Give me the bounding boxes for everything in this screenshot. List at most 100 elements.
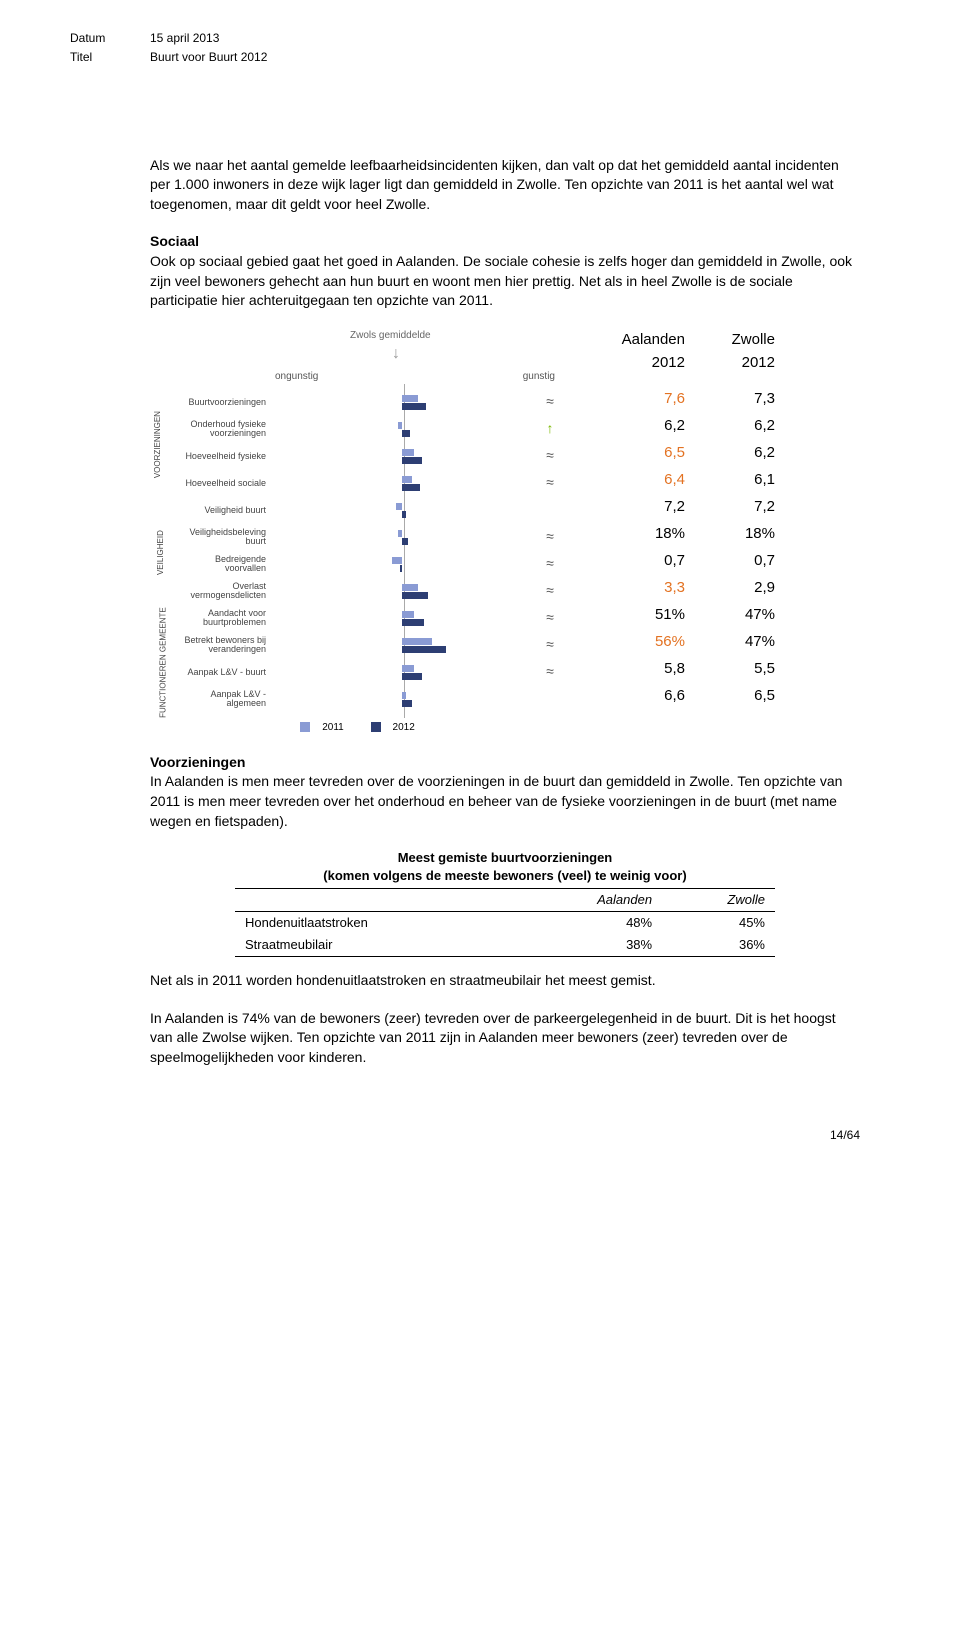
chart-legend: 2011 2012: [150, 721, 565, 735]
value-row: 18%18%: [595, 520, 860, 547]
tbl-v2-1: 36%: [662, 934, 775, 957]
paragraph-1: Als we naar het aantal gemelde leefbaarh…: [150, 156, 860, 215]
val-aalanden: 51%: [595, 604, 685, 625]
chart-right-panel: Aalanden Zwolle 2012 2012 7,67,36,26,26,…: [565, 329, 860, 735]
trend-icon: [535, 497, 565, 524]
val-zwolle: 0,7: [685, 550, 775, 571]
table-row: Hondenuitlaatstroken 48% 45%: [235, 911, 775, 934]
main-content: Als we naar het aantal gemelde leefbaarh…: [150, 156, 860, 1068]
value-row: 6,56,2: [595, 439, 860, 466]
paragraph-5: In Aalanden is 74% van de bewoners (zeer…: [150, 1009, 860, 1068]
datum-value: 15 april 2013: [150, 30, 219, 47]
val-zwolle: 47%: [685, 631, 775, 652]
chart-bar-row: [272, 551, 535, 578]
table-title: Meest gemiste buurtvoorzieningen: [235, 849, 775, 867]
val-zwolle: 5,5: [685, 658, 775, 679]
th-aalanden: Aalanden: [515, 889, 662, 912]
titel-value: Buurt voor Buurt 2012: [150, 49, 267, 66]
trend-icon: ≈: [535, 659, 565, 686]
value-row: 5,85,5: [595, 655, 860, 682]
datum-label: Datum: [70, 30, 150, 47]
val-aalanden: 5,8: [595, 658, 685, 679]
trend-icon: ↑: [535, 416, 565, 443]
chart-row-label: Aanpak L&V - buurt: [172, 659, 272, 686]
heading-sociaal: Sociaal: [150, 232, 860, 252]
page-header: Datum 15 april 2013 Titel Buurt voor Buu…: [70, 30, 860, 66]
cat-func: FUNCTIONEREN GEMEENTE: [158, 607, 169, 718]
arrow-down-icon: ↓: [392, 343, 400, 365]
val-zwolle: 2,9: [685, 577, 775, 598]
value-row: 0,70,7: [595, 547, 860, 574]
chart-row-label: Aanpak L&V - algemeen: [172, 686, 272, 713]
chart-row-label: Bedreigende voorvallen: [172, 551, 272, 578]
val-aalanden: 6,2: [595, 415, 685, 436]
chart-rows: VOORZIENINGEN VEILIGHEID FUNCTIONEREN GE…: [150, 389, 565, 713]
chart-header-left: Zwols gemiddelde ↓ ongunstig gunstig: [150, 329, 565, 389]
tbl-v1-1: 38%: [515, 934, 662, 957]
val-zwolle: 7,2: [685, 496, 775, 517]
category-column: VOORZIENINGEN VEILIGHEID FUNCTIONEREN GE…: [150, 389, 172, 713]
trend-icon: [535, 686, 565, 713]
chart-left-panel: Zwols gemiddelde ↓ ongunstig gunstig VOO…: [150, 329, 565, 735]
ongunstig-label: ongunstig: [275, 370, 318, 384]
page-footer: 14/64: [70, 1127, 860, 1144]
tbl-v1-0: 48%: [515, 911, 662, 934]
val-zwolle: 6,2: [685, 415, 775, 436]
val-aalanden: 56%: [595, 631, 685, 652]
val-aalanden: 3,3: [595, 577, 685, 598]
col-year-2: 2012: [685, 352, 775, 373]
val-zwolle: 18%: [685, 523, 775, 544]
trend-icon: ≈: [535, 605, 565, 632]
table-subtitle: (komen volgens de meeste bewoners (veel)…: [235, 867, 775, 888]
legend-2011: 2011: [322, 721, 344, 735]
chart-bar-row: [272, 659, 535, 686]
label-column: BuurtvoorzieningenOnderhoud fysieke voor…: [172, 389, 272, 713]
th-zwolle: Zwolle: [662, 889, 775, 912]
cat-voorz: VOORZIENINGEN: [152, 411, 163, 478]
value-row: 6,66,5: [595, 682, 860, 709]
chart-bar-row: [272, 443, 535, 470]
chart-row-label: Veiligheidsbeleving buurt: [172, 524, 272, 551]
chart-bar-row: [272, 524, 535, 551]
trend-icon: ≈: [535, 551, 565, 578]
trend-icon: ≈: [535, 443, 565, 470]
col-zwolle: Zwolle: [685, 329, 775, 350]
val-aalanden: 6,5: [595, 442, 685, 463]
bars-column: [272, 389, 535, 713]
chart-bar-row: [272, 632, 535, 659]
val-aalanden: 0,7: [595, 550, 685, 571]
zwols-label: Zwols gemiddelde: [350, 329, 431, 343]
chart-row-label: Hoeveelheid fysieke: [172, 443, 272, 470]
chart-row-label: Onderhoud fysieke voorzieningen: [172, 416, 272, 443]
val-zwolle: 6,5: [685, 685, 775, 706]
chart-container: Zwols gemiddelde ↓ ongunstig gunstig VOO…: [150, 329, 860, 735]
chart-row-label: Aandacht voor buurtproblemen: [172, 605, 272, 632]
value-row: 7,27,2: [595, 493, 860, 520]
trend-icon: ≈: [535, 389, 565, 416]
gunstig-label: gunstig: [523, 370, 555, 384]
chart-bar-row: [272, 416, 535, 443]
paragraph-4: Net als in 2011 worden hondenuitlaatstro…: [150, 971, 860, 991]
value-row: 6,26,2: [595, 412, 860, 439]
val-aalanden: 18%: [595, 523, 685, 544]
right-header-2: 2012 2012: [595, 352, 860, 373]
chart-bar-row: [272, 686, 535, 713]
chart-bar-row: [272, 605, 535, 632]
chart-bar-row: [272, 497, 535, 524]
chart-row-label: Hoeveelheid sociale: [172, 470, 272, 497]
val-zwolle: 47%: [685, 604, 775, 625]
chart-row-label: Betrekt bewoners bij veranderingen: [172, 632, 272, 659]
chart-row-label: Veiligheid buurt: [172, 497, 272, 524]
value-row: 51%47%: [595, 601, 860, 628]
val-zwolle: 7,3: [685, 388, 775, 409]
heading-voorz: Voorzieningen: [150, 753, 860, 773]
chart-row-label: Overlast vermogensdelicten: [172, 578, 272, 605]
legend-2012: 2012: [393, 721, 415, 735]
val-zwolle: 6,1: [685, 469, 775, 490]
paragraph-2: Ook op sociaal gebied gaat het goed in A…: [150, 252, 860, 311]
paragraph-3: In Aalanden is men meer tevreden over de…: [150, 772, 860, 831]
val-aalanden: 7,6: [595, 388, 685, 409]
val-aalanden: 7,2: [595, 496, 685, 517]
cat-veilig: VEILIGHEID: [155, 530, 166, 575]
value-rows: 7,67,36,26,26,56,26,46,17,27,218%18%0,70…: [595, 385, 860, 709]
